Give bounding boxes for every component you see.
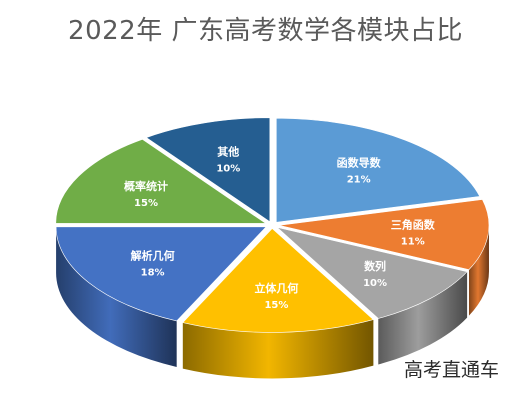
slice-value-3: 15%: [264, 300, 288, 311]
pie-slice-0: [275, 117, 481, 223]
pie-side-2: [378, 271, 468, 365]
pie-side-walls: [56, 225, 489, 379]
watermark-text: 高考直通车: [403, 359, 499, 381]
data-labels: 函数导数 21% 三角函数 11% 数列 10% 立体几何 15% 解析几何 18% 概率统计 15%…: [124, 144, 436, 311]
pie-side-4: [56, 226, 177, 367]
pie-side-3: [182, 319, 374, 379]
slice-label-2: 数列: [364, 259, 386, 273]
slice-label-5: 概率统计: [124, 179, 168, 193]
slice-value-0: 21%: [347, 175, 371, 186]
pie-slice-1: [278, 199, 490, 270]
pie-slice-3: [182, 228, 374, 333]
slice-label-0: 函数导数: [337, 156, 382, 170]
slice-label-1: 三角函数: [391, 218, 436, 232]
slice-label-6: 其他: [217, 144, 239, 158]
slice-value-2: 10%: [363, 278, 387, 289]
slice-value-6: 10%: [216, 163, 240, 174]
pie-slice-5: [55, 138, 267, 224]
pie-slice-4: [55, 226, 267, 322]
slice-value-5: 15%: [134, 198, 158, 209]
slice-label-3: 立体几何: [254, 281, 298, 295]
slice-label-4: 解析几何: [131, 249, 175, 263]
chart-title: 2022年 广东高考数学各模块占比: [68, 16, 463, 46]
pie-slices: [55, 117, 490, 333]
slice-value-4: 18%: [141, 268, 165, 279]
pie-slice-2: [276, 227, 468, 319]
slice-value-1: 11%: [401, 237, 425, 248]
pie-slice-6: [145, 117, 271, 223]
